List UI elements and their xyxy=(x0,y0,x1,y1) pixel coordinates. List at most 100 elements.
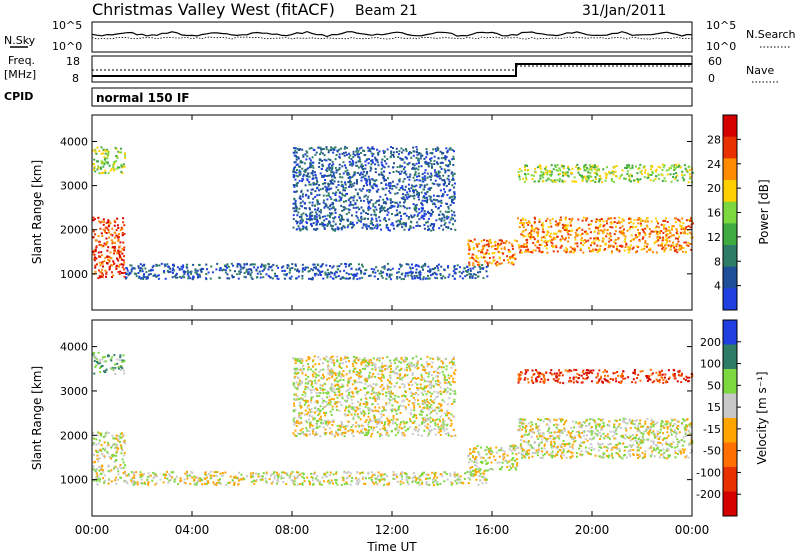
power-cell xyxy=(315,211,318,214)
power-cell xyxy=(564,216,567,219)
velocity-cell xyxy=(459,478,462,481)
power-cell xyxy=(304,202,306,205)
power-cell xyxy=(366,227,368,230)
velocity-cell xyxy=(95,358,98,360)
power-cell xyxy=(534,244,537,247)
power-cell xyxy=(525,178,528,181)
nave-tick-bottom: 0 xyxy=(708,72,715,85)
velocity-cell xyxy=(102,477,105,480)
power-cell xyxy=(544,239,547,242)
power-cell xyxy=(606,222,608,225)
power-cell xyxy=(586,166,589,169)
velocity-cell xyxy=(332,390,335,393)
velocity-cell xyxy=(411,402,414,405)
power-cell xyxy=(318,214,321,217)
power-cell xyxy=(358,208,361,211)
power-cell xyxy=(338,199,341,202)
power-cell xyxy=(346,173,349,176)
power-cell xyxy=(308,183,311,186)
velocity-cell xyxy=(370,476,373,479)
power-cell xyxy=(293,154,296,157)
power-cell xyxy=(400,170,403,173)
power-cell xyxy=(120,250,123,253)
power-cell xyxy=(329,173,332,176)
power-cell xyxy=(414,189,417,191)
power-cell xyxy=(629,226,632,228)
velocity-cell xyxy=(421,481,424,484)
power-cell xyxy=(314,153,317,156)
velocity-cell xyxy=(399,374,402,377)
power-cell xyxy=(92,216,95,219)
power-cell xyxy=(391,180,394,183)
power-cell xyxy=(295,210,298,212)
velocity-cell xyxy=(98,439,101,442)
power-cell xyxy=(404,170,407,173)
power-cell xyxy=(301,268,304,271)
power-cell xyxy=(262,276,265,279)
power-cell xyxy=(356,216,359,219)
velocity-cell xyxy=(250,475,252,478)
velocity-cell xyxy=(353,379,356,382)
velocity-cell xyxy=(365,364,368,367)
velocity-cell xyxy=(429,399,432,401)
power-cell xyxy=(340,147,342,150)
power-cell xyxy=(373,210,376,213)
power-cell xyxy=(103,163,106,166)
power-cell xyxy=(319,188,322,191)
power-cell xyxy=(358,156,361,159)
velocity-cell xyxy=(389,408,392,411)
power-cell xyxy=(424,178,427,181)
power-cell xyxy=(122,163,125,166)
power-cell xyxy=(97,269,100,272)
velocity-cell xyxy=(328,371,331,374)
power-cell xyxy=(377,153,380,156)
power-cell xyxy=(116,236,119,239)
power-cell xyxy=(442,193,444,196)
power-cell xyxy=(99,271,102,273)
velocity-cell xyxy=(186,475,189,477)
power-cell xyxy=(104,269,107,272)
velocity-cell xyxy=(401,471,404,474)
power-cell xyxy=(292,202,295,205)
power-cell xyxy=(559,239,562,242)
power-cell xyxy=(468,257,471,260)
power-cell xyxy=(243,263,246,266)
velocity-cell xyxy=(434,424,437,427)
power-cell xyxy=(484,256,487,259)
velocity-cell xyxy=(115,454,118,457)
power-cell xyxy=(370,268,373,270)
power-cell xyxy=(525,221,528,224)
power-cell xyxy=(430,187,433,189)
power-cell xyxy=(337,275,340,278)
power-cell xyxy=(300,190,303,193)
power-cell xyxy=(94,148,97,151)
power-cell xyxy=(537,241,540,244)
power-cell xyxy=(321,152,324,155)
power-cell xyxy=(239,268,242,271)
velocity-cell xyxy=(405,473,408,476)
power-cell xyxy=(609,221,612,224)
velocity-cell xyxy=(410,364,413,367)
velocity-cell xyxy=(165,470,168,473)
power-cell xyxy=(391,222,394,225)
power-cell xyxy=(442,157,445,159)
velocity-cell xyxy=(339,386,342,388)
power-cell xyxy=(599,175,602,177)
power-cell xyxy=(408,175,411,178)
power-cell xyxy=(628,175,630,177)
power-cell xyxy=(552,246,555,249)
power-cell xyxy=(581,219,584,222)
power-cell xyxy=(483,256,485,259)
power-cell xyxy=(112,165,115,168)
power-cell xyxy=(411,167,414,170)
velocity-cell xyxy=(413,475,416,478)
velocity-cell xyxy=(416,383,419,386)
power-cell xyxy=(392,166,395,169)
power-cell xyxy=(98,220,101,223)
velocity-cell xyxy=(285,483,288,486)
velocity-cell xyxy=(445,365,448,368)
power-cell xyxy=(397,223,400,226)
power-cell xyxy=(215,268,218,271)
power-cell xyxy=(602,220,605,223)
power-cell xyxy=(628,166,631,169)
